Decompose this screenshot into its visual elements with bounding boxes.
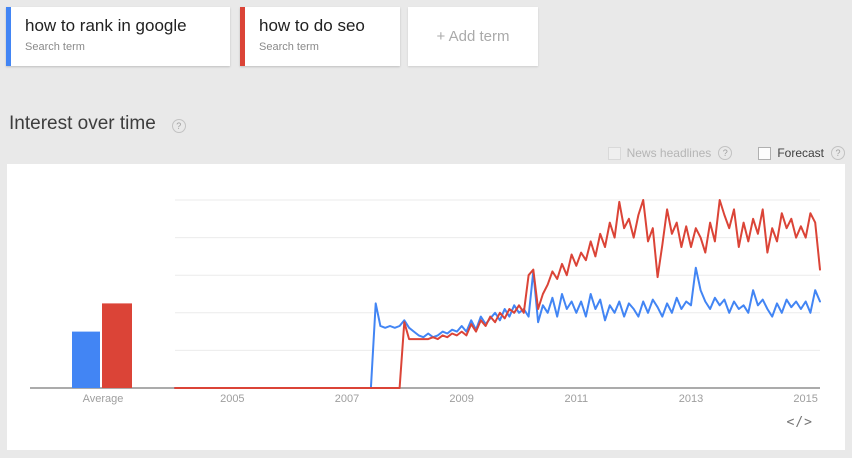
interest-over-time-panel: Average 2005 2007 2009 2011 2013 2015 </> [7,164,845,450]
term-label: how to do seo [259,16,365,35]
forecast-label: Forecast [777,146,824,160]
year-tick-label: 2007 [335,393,359,405]
average-tick-label: Average [83,393,124,405]
year-tick-label: 2005 [220,393,244,405]
news-headlines-control: News headlines ? [607,146,733,160]
help-icon[interactable]: ? [718,146,733,160]
term-card-do-seo[interactable]: how to do seo Search term [240,7,400,66]
year-tick-label: 2011 [565,393,589,405]
term-type-label: Search term [25,41,85,53]
year-tick-label: 2013 [679,393,703,405]
series-line-blue [174,266,821,389]
section-title: Interest over time [9,113,156,134]
add-term-button[interactable]: + Add term [408,7,538,66]
embed-code-icon[interactable]: </> [786,415,813,430]
term-card-rank-in-google[interactable]: how to rank in google Search term [6,7,230,66]
term-label: how to rank in google [25,16,187,35]
news-headlines-label: News headlines [626,146,712,160]
section-header: Interest over time ? [9,113,186,135]
interest-over-time-chart: Average 2005 2007 2009 2011 2013 2015 [30,199,821,405]
average-bar-red [102,303,132,388]
year-tick-label: 2015 [793,393,817,405]
help-icon[interactable]: ? [171,118,186,133]
average-bar-blue [72,331,100,388]
forecast-checkbox[interactable] [758,146,772,160]
chart-controls: News headlines ? Forecast ? [607,146,845,160]
help-icon[interactable]: ? [831,146,845,160]
add-term-label: + Add term [436,28,510,45]
forecast-control: Forecast ? [758,146,845,160]
term-type-label: Search term [259,41,319,53]
series-line-red [174,199,821,389]
news-headlines-checkbox [607,146,621,160]
year-tick-label: 2009 [449,393,473,405]
